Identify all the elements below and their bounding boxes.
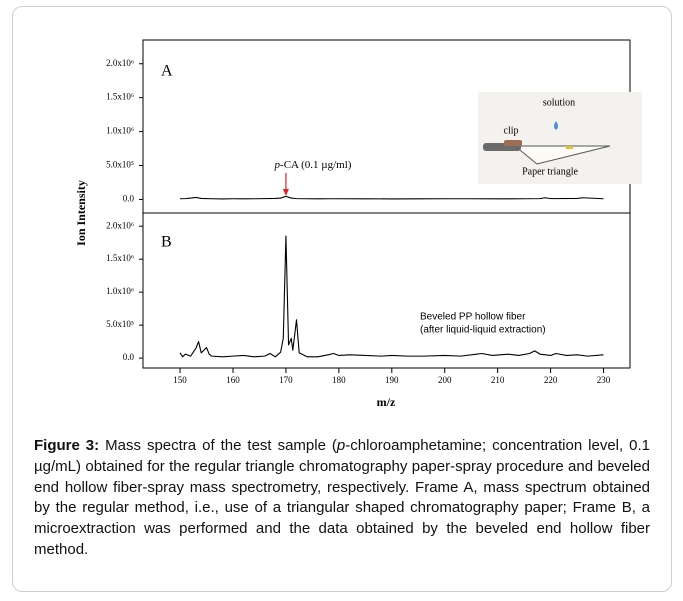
x-tick-label: 160 xyxy=(226,375,240,385)
annotation-italic: p xyxy=(274,159,281,171)
x-tick-label: 170 xyxy=(279,375,293,385)
x-tick-label: 210 xyxy=(491,375,505,385)
plot-frame xyxy=(142,39,631,369)
x-axis-label: m/z xyxy=(377,395,396,409)
y-tick-label: 0.0 xyxy=(123,193,135,203)
x-tick-label: 200 xyxy=(438,375,452,385)
x-tick-label: 230 xyxy=(597,375,611,385)
inset-label: solution xyxy=(543,97,575,108)
sample-spot xyxy=(566,146,573,149)
annotation-text: -CA (0.1 µg/ml) xyxy=(280,159,352,171)
caption-label: Figure 3: xyxy=(34,437,100,454)
x-tick-label: 180 xyxy=(332,375,346,385)
droplet xyxy=(554,121,558,130)
peak-annotation: p-CA (0.1 µg/ml) xyxy=(274,159,352,171)
spectrum-line xyxy=(180,195,604,200)
figure-frame xyxy=(12,6,672,592)
y-tick-label: 0.0 xyxy=(123,352,135,362)
caption-text: Mass spectra of the test sample ( xyxy=(105,437,337,454)
clip-top xyxy=(504,140,522,146)
panel-annotation: Beveled PP hollow fiber xyxy=(420,312,526,323)
y-tick-label: 5.0x10⁵ xyxy=(106,319,134,329)
panel-label: A xyxy=(161,63,173,80)
y-tick-label: 1.0x10⁶ xyxy=(106,126,134,136)
annotation-arrowhead xyxy=(282,189,289,196)
spectrum-line xyxy=(179,235,604,358)
x-tick-label: 220 xyxy=(544,375,558,385)
inset-photo: solution clip Paper triangle xyxy=(478,92,642,184)
y-tick-label: 2.0x10⁶ xyxy=(106,58,134,68)
y-tick-label: 1.0x10⁶ xyxy=(106,286,134,296)
inset-label: clip xyxy=(504,125,519,136)
x-tick-label: 190 xyxy=(385,375,399,385)
inset-bg xyxy=(478,92,642,184)
caption-italic: p xyxy=(336,437,346,454)
y-tick-label: 2.0x10⁶ xyxy=(106,220,134,230)
panel-label: B xyxy=(161,234,172,251)
paper-triangle xyxy=(513,145,611,165)
y-tick-label: 1.5x10⁶ xyxy=(106,92,134,102)
panel-annotation: (after liquid-liquid extraction) xyxy=(420,325,546,336)
figure-caption: Figure 3: Mass spectra of the test sampl… xyxy=(34,436,650,561)
x-tick-label: 150 xyxy=(173,375,187,385)
caption-text: -chloroamphetamine; concentration level,… xyxy=(34,437,651,558)
inset-label: Paper triangle xyxy=(522,166,578,177)
y-tick-label: 1.5x10⁶ xyxy=(106,253,134,263)
y-axis-label: Ion Intensity xyxy=(74,180,88,246)
y-tick-label: 5.0x10⁵ xyxy=(106,160,134,170)
chart: A B Ion Intensity m/z p-CA (0.1 µg/ml) s… xyxy=(74,39,642,409)
